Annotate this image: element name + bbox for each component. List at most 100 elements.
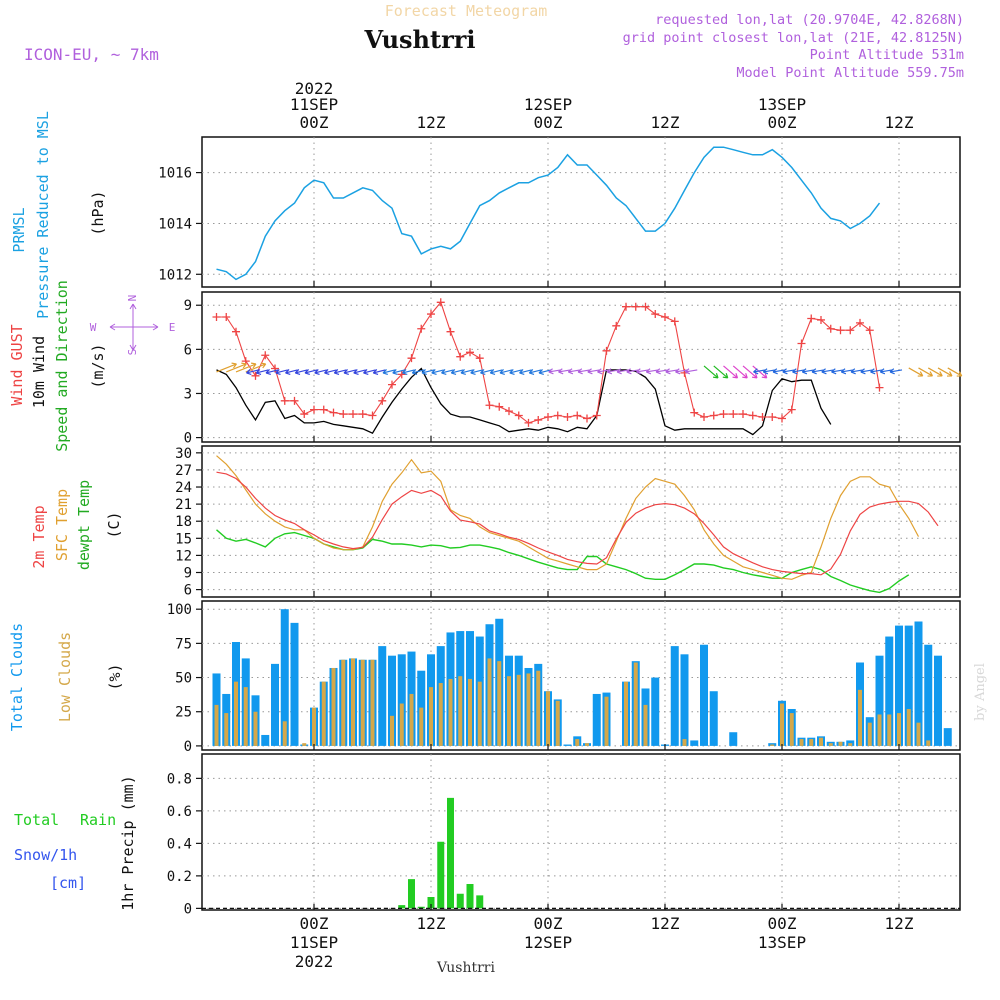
watermark: by Angel [973, 663, 988, 721]
pressure-unit: (hPa) [89, 190, 107, 235]
wind-arrow [333, 368, 347, 375]
wind-gust-point [553, 411, 562, 420]
wind-arrow [558, 368, 571, 375]
wind-gust-point [261, 351, 270, 360]
temp-unit: (C) [105, 511, 123, 538]
compass-north: N [126, 295, 139, 302]
total-clouds-bar [271, 663, 279, 746]
clouds-ytick-label: 0 [184, 739, 192, 755]
compass-ew-arrow [109, 323, 159, 331]
rain-bar [437, 841, 445, 909]
total-clouds-bar [592, 693, 601, 746]
wind-gust-point [212, 313, 221, 321]
clouds-ytick-label: 75 [175, 636, 192, 652]
temp-label-2: SFC Temp [53, 489, 71, 561]
rain-bar [466, 884, 474, 909]
wind-arrow [703, 365, 719, 379]
clouds-ytick-label: 25 [175, 705, 192, 721]
clouds-ytick-label: 100 [167, 602, 192, 618]
wind-arrow [723, 365, 739, 379]
low-clouds-bar [877, 714, 882, 746]
low-clouds-bar [828, 743, 833, 746]
wind-arrow [636, 368, 649, 375]
wind-gust-point [485, 401, 494, 410]
wind-arrow [226, 362, 247, 373]
rain-bar [476, 895, 484, 909]
low-clouds-bar [536, 670, 541, 746]
wind-frame [201, 291, 961, 443]
total-clouds-bar [934, 655, 942, 746]
wind-gust-point [778, 414, 786, 423]
compass-ns-arrow [129, 303, 137, 351]
clouds-frame [201, 600, 961, 751]
wind-arrow [821, 368, 834, 375]
pressure-ytick-label: 1016 [158, 166, 192, 182]
wind-gust-point [739, 410, 747, 419]
clouds-label-1: Total Clouds [8, 623, 26, 731]
low-clouds-bar [399, 703, 404, 746]
low-clouds-bar [780, 703, 784, 746]
low-clouds-bar [867, 722, 872, 746]
wind-arrow [480, 368, 493, 375]
dewpt-temp-line [216, 529, 910, 594]
wind-arrow [762, 368, 776, 375]
precip-ytick-label: 0.2 [167, 869, 192, 885]
wind-arrow [528, 368, 542, 375]
wind-gust-point [475, 354, 484, 363]
wind-gust-point [787, 405, 796, 414]
low-clouds-bar [604, 696, 609, 746]
wind-gust-point [544, 413, 552, 421]
temp-ytick-label: 9 [184, 565, 192, 581]
low-clouds-bar [819, 737, 823, 746]
wind-gust-point [661, 313, 669, 321]
wind-gust-point [524, 418, 533, 427]
total-clouds-bar [924, 644, 933, 746]
bottom-date-label: 11SEP [290, 933, 338, 952]
low-clouds-bar [224, 713, 229, 746]
wind-arrow [255, 368, 269, 375]
wind-arrow [889, 368, 903, 375]
wind-gust-point [505, 407, 513, 416]
wind-arrow [499, 368, 513, 375]
wind-gust-point [290, 396, 299, 405]
low-clouds-bar [926, 740, 931, 746]
low-clouds-bar [838, 741, 843, 746]
bottom-hour-label: 12Z [417, 914, 446, 933]
precip-bars [202, 797, 960, 909]
rain-bar [456, 893, 464, 909]
wind-arrow [441, 368, 454, 375]
temp-label-3: dewpt Temp [75, 480, 93, 570]
low-clouds-bar [370, 659, 375, 746]
compass-south: S [126, 349, 139, 356]
total-clouds-bar [885, 636, 894, 746]
total-clouds-bar [651, 677, 660, 746]
wind-ytick-label: 3 [184, 386, 192, 402]
precip-ytick-label: 0.8 [167, 771, 192, 787]
wind-arrow [742, 365, 758, 379]
low-clouds-bar [477, 681, 482, 746]
wind-arrow [314, 368, 327, 375]
wind-arrow [655, 368, 669, 375]
wind-arrow [713, 365, 729, 379]
precip-ytick-label: 0.4 [167, 836, 192, 852]
wind-gust-point [856, 318, 864, 327]
wind-gust-point [427, 310, 435, 319]
wind-gust-point [456, 352, 465, 361]
wind-arrow [870, 368, 883, 375]
low-clouds-bar [321, 681, 326, 746]
low-clouds-bar [887, 714, 892, 746]
top-hour-label: 00Z [534, 113, 563, 132]
wind-gust-point [631, 302, 640, 311]
wind-arrow [665, 368, 678, 375]
wind-arrow [732, 365, 748, 379]
wind-arrow [937, 367, 953, 377]
wind-arrow [538, 368, 552, 375]
wind-arrow [382, 368, 396, 375]
rain-bar [408, 879, 415, 909]
low-clouds-bar [585, 743, 589, 746]
precip-frame [201, 753, 961, 911]
wind-label-1: Wind GUST [8, 324, 26, 405]
wind-gust-point [865, 326, 874, 335]
wind-arrow [606, 368, 620, 375]
